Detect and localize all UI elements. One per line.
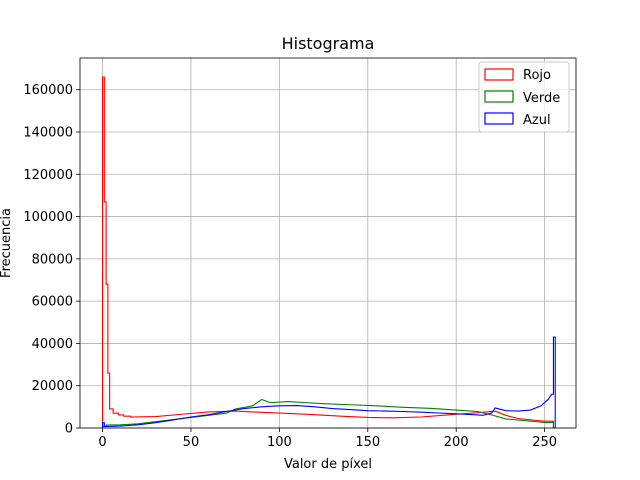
legend-swatch-rojo bbox=[484, 68, 514, 81]
x-tick-label: 0 bbox=[98, 435, 106, 450]
x-tick-label: 200 bbox=[444, 435, 469, 450]
series-layer bbox=[102, 76, 556, 429]
y-axis-label: Frecuencia bbox=[0, 208, 14, 278]
plot-frame bbox=[79, 57, 577, 429]
y-tick-label: 80000 bbox=[32, 252, 73, 267]
legend-swatch-azul bbox=[484, 112, 514, 125]
y-tick-label: 160000 bbox=[23, 83, 73, 98]
series-line-azul bbox=[102, 336, 556, 428]
y-tick-label: 40000 bbox=[32, 337, 73, 352]
legend: Rojo Verde Azul bbox=[478, 61, 570, 133]
y-tick-label: 60000 bbox=[32, 295, 73, 310]
ticks-layer: 0 50 100 150 200 250 0 20000 40000 60000 80000 1000… bbox=[23, 83, 557, 450]
y-tick-label: 120000 bbox=[23, 168, 73, 183]
legend-label-rojo: Rojo bbox=[523, 68, 551, 83]
x-tick-label: 50 bbox=[183, 435, 200, 450]
y-tick-label: 140000 bbox=[23, 126, 73, 141]
y-tick-label: 20000 bbox=[32, 379, 73, 394]
x-axis-label: Valor de píxel bbox=[284, 457, 372, 472]
y-tick-label: 0 bbox=[65, 422, 73, 437]
x-tick-label: 150 bbox=[355, 435, 380, 450]
chart-title: Histograma bbox=[282, 34, 375, 53]
legend-label-azul: Azul bbox=[523, 113, 551, 128]
x-tick-label: 250 bbox=[532, 435, 557, 450]
legend-label-verde: Verde bbox=[523, 91, 560, 106]
legend-swatch-verde bbox=[484, 90, 514, 103]
series-line-rojo bbox=[102, 76, 556, 429]
x-tick-label: 100 bbox=[267, 435, 292, 450]
y-tick-label: 100000 bbox=[23, 210, 73, 225]
series-line-verde bbox=[102, 398, 556, 429]
